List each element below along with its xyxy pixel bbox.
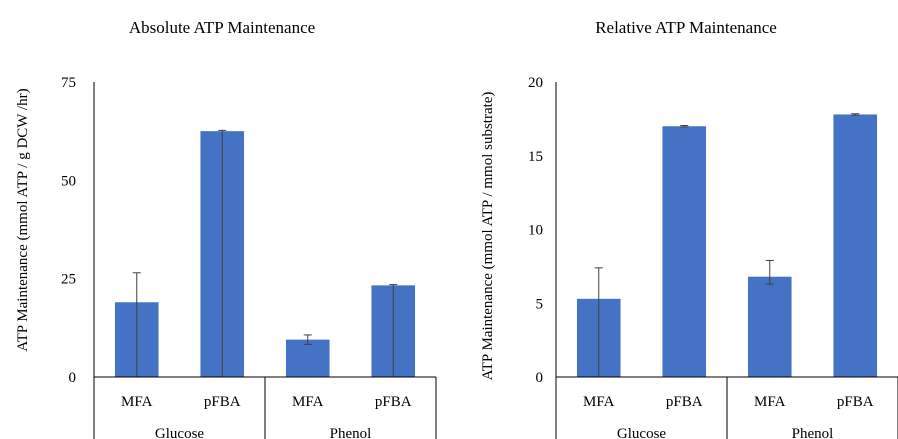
chart-relative-atp: Relative ATP Maintenance ATP Maintenance… <box>480 18 898 439</box>
x-group-label: Phenol <box>792 426 834 439</box>
x-group-label: Glucose <box>155 426 204 439</box>
y-tick-label: 50 <box>61 173 76 189</box>
y-tick-label: 25 <box>61 272 76 288</box>
x-group-label: Phenol <box>330 426 372 439</box>
x-tick-label: pFBA <box>666 394 703 410</box>
y-tick-label: 0 <box>69 370 77 386</box>
x-tick-label: MFA <box>121 394 153 410</box>
y-tick-label: 15 <box>528 149 543 165</box>
y-tick-label: 0 <box>536 370 544 386</box>
chart-absolute-atp: Absolute ATP Maintenance ATP Maintenance… <box>15 18 437 439</box>
y-axis-label: ATP Maintenance (mmol ATP / g DCW /hr) <box>15 88 31 351</box>
bar <box>833 114 878 377</box>
y-tick-label: 10 <box>528 223 543 239</box>
x-tick-label: pFBA <box>204 394 241 410</box>
y-tick-label: 5 <box>536 296 544 312</box>
x-tick-label: MFA <box>754 394 786 410</box>
x-tick-label: MFA <box>583 394 615 410</box>
chart-title: Relative ATP Maintenance <box>595 18 777 37</box>
y-tick-label: 20 <box>528 75 543 91</box>
x-group-label: Glucose <box>617 426 666 439</box>
bar <box>285 339 330 377</box>
x-tick-label: pFBA <box>837 394 874 410</box>
y-axis-label: ATP Maintenance (mmol ATP / mmol substra… <box>480 92 496 381</box>
x-tick-label: pFBA <box>375 394 412 410</box>
bar <box>747 276 792 377</box>
x-tick-label: MFA <box>292 394 324 410</box>
chart-title: Absolute ATP Maintenance <box>129 18 315 37</box>
y-tick-label: 75 <box>61 75 76 91</box>
bar <box>662 126 707 377</box>
